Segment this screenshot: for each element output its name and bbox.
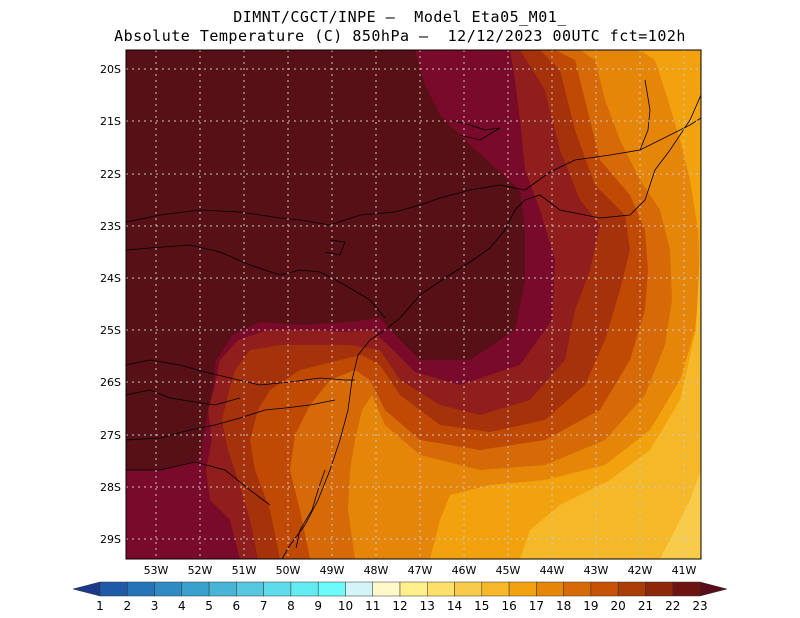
lon-label: 53W: [144, 564, 169, 577]
colorbar-box: [181, 581, 210, 597]
lon-label: 44W: [540, 564, 565, 577]
colorbar-label: 11: [365, 599, 380, 613]
colorbar-label: 8: [287, 599, 295, 613]
lagoon-outline: [295, 469, 326, 549]
state-border-pr-sc: [126, 359, 355, 386]
lat-labels: 20S 21S 22S 23S 24S 25S 26S 27S 28S 29S: [100, 63, 121, 546]
colorbar-box: [208, 581, 237, 597]
colorbar-box: [427, 581, 455, 597]
colorbar-label: 21: [638, 599, 653, 613]
state-border-sp-pr: [126, 244, 386, 319]
lat-label: 27S: [100, 429, 121, 442]
colorbar-box: [290, 581, 319, 597]
colorbar-left-arrow: [72, 581, 101, 597]
lon-label: 41W: [672, 564, 697, 577]
lat-label: 22S: [100, 168, 121, 181]
colorbar: 1 2 3 4 5 6 7 8 9 10 11 12 13 14 15 16 17 18 19 20 21 22 23: [72, 581, 728, 613]
colorbar-label: 7: [260, 599, 268, 613]
colorbar-right-arrow: [699, 581, 728, 597]
colorbar-label: 13: [420, 599, 435, 613]
political-borders: [126, 79, 701, 559]
lon-label: 52W: [188, 564, 213, 577]
colorbar-label: 4: [178, 599, 186, 613]
colorbar-box: [263, 581, 292, 597]
lat-label: 25S: [100, 324, 121, 337]
colorbar-label: 23: [692, 599, 707, 613]
lat-label: 21S: [100, 115, 121, 128]
rs-border-west: [126, 389, 241, 406]
colorbar-box: [399, 581, 428, 597]
colorbar-label: 9: [314, 599, 322, 613]
map-plot-area: [126, 50, 701, 559]
colorbar-box: [617, 581, 646, 597]
colorbar-label: 1: [96, 599, 104, 613]
lon-label: 50W: [276, 564, 301, 577]
colorbar-box: [508, 581, 537, 597]
colorbar-box: [481, 581, 510, 597]
state-border-mg-es: [639, 79, 651, 151]
colorbar-box: [536, 581, 564, 597]
lon-label: 43W: [584, 564, 609, 577]
colorbar-label: 16: [501, 599, 516, 613]
colorbar-label: 2: [123, 599, 131, 613]
colorbar-label: 18: [556, 599, 571, 613]
colorbar-label: 20: [611, 599, 626, 613]
field-band-16: [520, 230, 701, 559]
colorbar-box: [672, 581, 701, 597]
colorbar-box: [127, 581, 155, 597]
colorbar-box: [236, 581, 264, 597]
field-band-18: [348, 50, 701, 559]
colorbar-box: [563, 581, 592, 597]
colorbar-label: 17: [529, 599, 544, 613]
colorbar-label: 22: [665, 599, 680, 613]
lon-label: 45W: [496, 564, 521, 577]
colorbar-label: 15: [474, 599, 489, 613]
lat-label: 28S: [100, 481, 121, 494]
lon-label: 51W: [232, 564, 257, 577]
lon-label: 47W: [408, 564, 433, 577]
river-tiete: [449, 119, 501, 141]
colorbar-box: [345, 581, 373, 597]
country-border: [126, 461, 271, 506]
colorbar-box: [590, 581, 619, 597]
map-frame: [125, 49, 702, 560]
lat-label: 24S: [100, 272, 121, 285]
colorbar-label: 14: [447, 599, 462, 613]
colorbar-label: 5: [205, 599, 213, 613]
colorbar-label: 12: [392, 599, 407, 613]
field-band-15: [660, 470, 701, 559]
lon-label: 42W: [628, 564, 653, 577]
colorbar-label: 6: [233, 599, 241, 613]
colorbar-box: [372, 581, 401, 597]
colorbar-label: 3: [151, 599, 159, 613]
lon-label: 48W: [364, 564, 389, 577]
coastline: [281, 94, 701, 559]
colorbar-box: [317, 581, 346, 597]
lat-label: 29S: [100, 533, 121, 546]
lat-lon-grid: [126, 50, 701, 559]
lat-label: 20S: [100, 63, 121, 76]
title-line-2: Absolute Temperature (C) 850hPa — 12/12/…: [114, 27, 686, 45]
state-border-mg-rj: [524, 117, 701, 191]
lat-label: 23S: [100, 220, 121, 233]
river-parana: [324, 239, 346, 256]
colorbar-box: [645, 581, 673, 597]
colorbar-box: [454, 581, 483, 597]
colorbar-box: [154, 581, 183, 597]
colorbar-label: 10: [338, 599, 353, 613]
lon-labels: 53W 52W 51W 50W 49W 48W 47W 46W 45W 44W …: [144, 564, 697, 577]
lon-label: 46W: [452, 564, 477, 577]
lon-label: 49W: [320, 564, 345, 577]
title-line-1: DIMNT/CGCT/INPE — Model Eta05_M01_: [233, 8, 567, 26]
colorbar-label: 19: [583, 599, 598, 613]
state-border-mg-sp: [126, 184, 526, 226]
lat-label: 26S: [100, 376, 121, 389]
colorbar-box: [99, 581, 128, 597]
